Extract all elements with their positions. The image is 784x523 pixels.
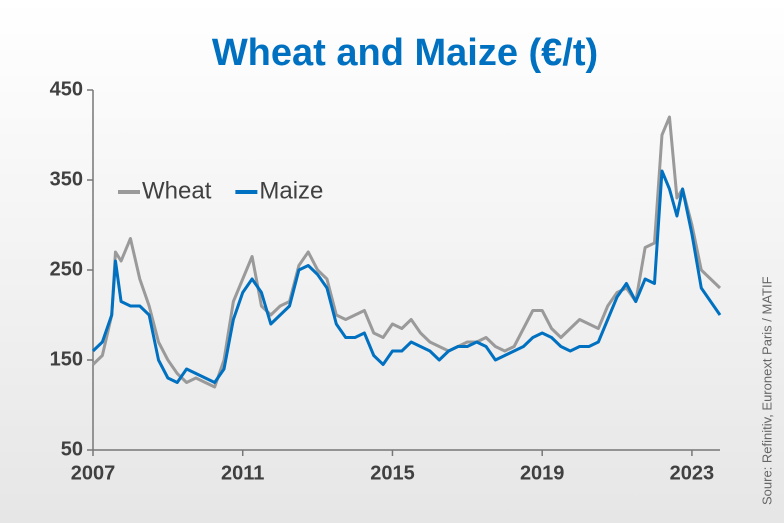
series-line xyxy=(91,169,722,384)
y-tick-label: 350 xyxy=(50,168,83,190)
legend-label: Maize xyxy=(259,177,323,204)
chart-title: Wheat and Maize (€/t) xyxy=(212,32,598,74)
x-tick-label: 2007 xyxy=(71,462,116,484)
x-tick-label: 2015 xyxy=(370,462,415,484)
y-tick-label: 250 xyxy=(50,258,83,280)
legend-label: Wheat xyxy=(142,177,212,204)
x-tick-label: 2011 xyxy=(221,462,264,484)
y-tick-label: 50 xyxy=(61,438,83,460)
x-tick-label: 2023 xyxy=(670,462,715,484)
x-tick-label: 2019 xyxy=(520,462,565,484)
y-tick-label: 450 xyxy=(50,78,83,100)
y-tick-label: 150 xyxy=(50,348,83,370)
source-note: Soure: Refinitiv, Euronext Paris / MATIF xyxy=(759,276,774,505)
